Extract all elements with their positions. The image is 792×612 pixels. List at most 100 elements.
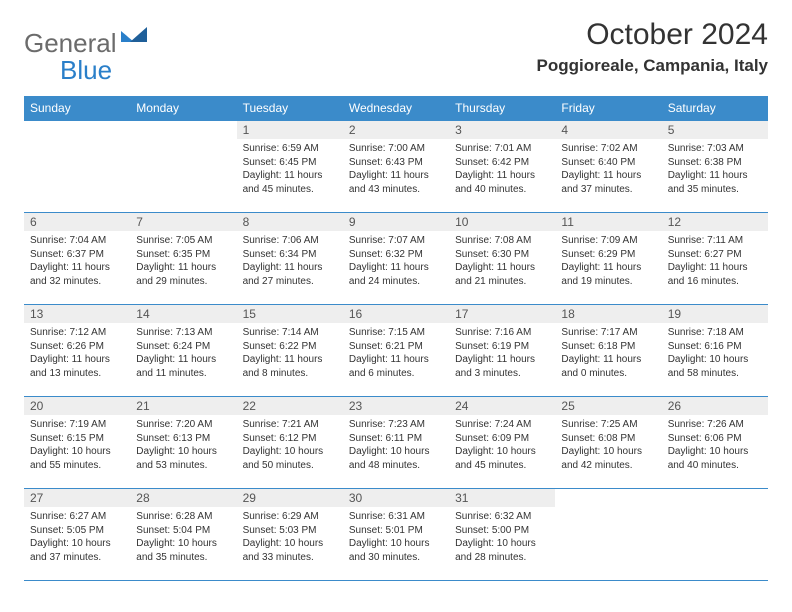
day-details: Sunrise: 7:03 AMSunset: 6:38 PMDaylight:… [662,139,768,200]
calendar-row: 1Sunrise: 6:59 AMSunset: 6:45 PMDaylight… [24,121,768,213]
calendar-cell: 23Sunrise: 7:23 AMSunset: 6:11 PMDayligh… [343,397,449,489]
day-number: 19 [662,305,768,323]
calendar-cell: 15Sunrise: 7:14 AMSunset: 6:22 PMDayligh… [237,305,343,397]
weekday-header-row: Sunday Monday Tuesday Wednesday Thursday… [24,96,768,121]
weekday-header: Wednesday [343,96,449,121]
day-number: 18 [555,305,661,323]
day-details: Sunrise: 7:01 AMSunset: 6:42 PMDaylight:… [449,139,555,200]
logo: GeneralBlue [24,18,147,86]
day-details: Sunrise: 7:18 AMSunset: 6:16 PMDaylight:… [662,323,768,384]
day-details: Sunrise: 7:11 AMSunset: 6:27 PMDaylight:… [662,231,768,292]
title-block: October 2024 Poggioreale, Campania, Ital… [537,18,768,76]
calendar-cell: 8Sunrise: 7:06 AMSunset: 6:34 PMDaylight… [237,213,343,305]
calendar-cell: 28Sunrise: 6:28 AMSunset: 5:04 PMDayligh… [130,489,236,581]
day-details: Sunrise: 7:16 AMSunset: 6:19 PMDaylight:… [449,323,555,384]
calendar-row: 13Sunrise: 7:12 AMSunset: 6:26 PMDayligh… [24,305,768,397]
day-details: Sunrise: 7:06 AMSunset: 6:34 PMDaylight:… [237,231,343,292]
calendar-cell: 5Sunrise: 7:03 AMSunset: 6:38 PMDaylight… [662,121,768,213]
day-number: 26 [662,397,768,415]
calendar-table: Sunday Monday Tuesday Wednesday Thursday… [24,96,768,581]
day-details: Sunrise: 7:08 AMSunset: 6:30 PMDaylight:… [449,231,555,292]
weekday-header: Tuesday [237,96,343,121]
day-details: Sunrise: 7:13 AMSunset: 6:24 PMDaylight:… [130,323,236,384]
day-details: Sunrise: 7:05 AMSunset: 6:35 PMDaylight:… [130,231,236,292]
day-number: 13 [24,305,130,323]
calendar-cell: 27Sunrise: 6:27 AMSunset: 5:05 PMDayligh… [24,489,130,581]
day-details: Sunrise: 7:09 AMSunset: 6:29 PMDaylight:… [555,231,661,292]
day-details: Sunrise: 7:04 AMSunset: 6:37 PMDaylight:… [24,231,130,292]
day-details: Sunrise: 7:15 AMSunset: 6:21 PMDaylight:… [343,323,449,384]
day-number: 11 [555,213,661,231]
calendar-cell: 17Sunrise: 7:16 AMSunset: 6:19 PMDayligh… [449,305,555,397]
day-number: 6 [24,213,130,231]
day-details: Sunrise: 7:26 AMSunset: 6:06 PMDaylight:… [662,415,768,476]
calendar-cell: 10Sunrise: 7:08 AMSunset: 6:30 PMDayligh… [449,213,555,305]
day-number: 20 [24,397,130,415]
logo-word-blue: Blue [24,55,147,86]
day-number: 12 [662,213,768,231]
day-details: Sunrise: 6:31 AMSunset: 5:01 PMDaylight:… [343,507,449,568]
weekday-header: Monday [130,96,236,121]
day-details: Sunrise: 7:20 AMSunset: 6:13 PMDaylight:… [130,415,236,476]
day-number: 14 [130,305,236,323]
day-number: 27 [24,489,130,507]
calendar-cell: 12Sunrise: 7:11 AMSunset: 6:27 PMDayligh… [662,213,768,305]
day-details: Sunrise: 7:14 AMSunset: 6:22 PMDaylight:… [237,323,343,384]
calendar-cell [24,121,130,213]
day-details: Sunrise: 7:23 AMSunset: 6:11 PMDaylight:… [343,415,449,476]
day-number: 17 [449,305,555,323]
day-details: Sunrise: 7:00 AMSunset: 6:43 PMDaylight:… [343,139,449,200]
day-details: Sunrise: 7:07 AMSunset: 6:32 PMDaylight:… [343,231,449,292]
calendar-cell: 25Sunrise: 7:25 AMSunset: 6:08 PMDayligh… [555,397,661,489]
day-number: 21 [130,397,236,415]
calendar-cell: 22Sunrise: 7:21 AMSunset: 6:12 PMDayligh… [237,397,343,489]
calendar-cell: 2Sunrise: 7:00 AMSunset: 6:43 PMDaylight… [343,121,449,213]
calendar-cell: 9Sunrise: 7:07 AMSunset: 6:32 PMDaylight… [343,213,449,305]
day-number: 7 [130,213,236,231]
day-number: 29 [237,489,343,507]
calendar-cell [555,489,661,581]
calendar-cell: 24Sunrise: 7:24 AMSunset: 6:09 PMDayligh… [449,397,555,489]
header: GeneralBlue October 2024 Poggioreale, Ca… [24,18,768,86]
day-details: Sunrise: 7:02 AMSunset: 6:40 PMDaylight:… [555,139,661,200]
calendar-cell: 16Sunrise: 7:15 AMSunset: 6:21 PMDayligh… [343,305,449,397]
day-number: 8 [237,213,343,231]
page-title: October 2024 [537,18,768,52]
day-number: 4 [555,121,661,139]
day-number: 25 [555,397,661,415]
calendar-cell: 7Sunrise: 7:05 AMSunset: 6:35 PMDaylight… [130,213,236,305]
day-number: 28 [130,489,236,507]
calendar-cell: 31Sunrise: 6:32 AMSunset: 5:00 PMDayligh… [449,489,555,581]
day-number: 1 [237,121,343,139]
day-details: Sunrise: 6:32 AMSunset: 5:00 PMDaylight:… [449,507,555,568]
calendar-cell: 1Sunrise: 6:59 AMSunset: 6:45 PMDaylight… [237,121,343,213]
day-number: 22 [237,397,343,415]
calendar-cell: 19Sunrise: 7:18 AMSunset: 6:16 PMDayligh… [662,305,768,397]
day-details: Sunrise: 7:25 AMSunset: 6:08 PMDaylight:… [555,415,661,476]
calendar-cell: 6Sunrise: 7:04 AMSunset: 6:37 PMDaylight… [24,213,130,305]
calendar-cell [130,121,236,213]
day-details: Sunrise: 7:19 AMSunset: 6:15 PMDaylight:… [24,415,130,476]
weekday-header: Thursday [449,96,555,121]
weekday-header: Friday [555,96,661,121]
day-details: Sunrise: 6:28 AMSunset: 5:04 PMDaylight:… [130,507,236,568]
day-details: Sunrise: 7:24 AMSunset: 6:09 PMDaylight:… [449,415,555,476]
day-number: 9 [343,213,449,231]
location: Poggioreale, Campania, Italy [537,56,768,76]
calendar-cell: 11Sunrise: 7:09 AMSunset: 6:29 PMDayligh… [555,213,661,305]
calendar-cell: 26Sunrise: 7:26 AMSunset: 6:06 PMDayligh… [662,397,768,489]
day-number: 15 [237,305,343,323]
day-details: Sunrise: 6:27 AMSunset: 5:05 PMDaylight:… [24,507,130,568]
calendar-cell: 21Sunrise: 7:20 AMSunset: 6:13 PMDayligh… [130,397,236,489]
calendar-cell: 14Sunrise: 7:13 AMSunset: 6:24 PMDayligh… [130,305,236,397]
weekday-header: Saturday [662,96,768,121]
calendar-cell: 13Sunrise: 7:12 AMSunset: 6:26 PMDayligh… [24,305,130,397]
calendar-cell: 18Sunrise: 7:17 AMSunset: 6:18 PMDayligh… [555,305,661,397]
day-details: Sunrise: 6:29 AMSunset: 5:03 PMDaylight:… [237,507,343,568]
day-number: 2 [343,121,449,139]
calendar-cell [662,489,768,581]
calendar-row: 27Sunrise: 6:27 AMSunset: 5:05 PMDayligh… [24,489,768,581]
calendar-cell: 30Sunrise: 6:31 AMSunset: 5:01 PMDayligh… [343,489,449,581]
calendar-row: 6Sunrise: 7:04 AMSunset: 6:37 PMDaylight… [24,213,768,305]
day-number: 24 [449,397,555,415]
